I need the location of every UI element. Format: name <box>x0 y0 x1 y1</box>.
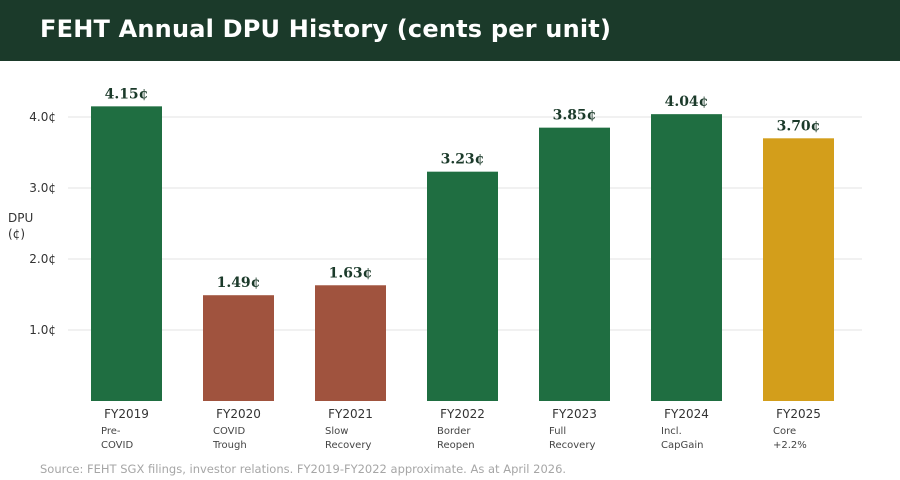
y-axis-label: DPU (¢) <box>8 210 33 242</box>
bar <box>539 127 610 402</box>
dpu-bar-chart: 1.0¢ 2.0¢ 3.0¢ 4.0¢ 4.15¢ FY2019 Pre- COVID 1.49… <box>29 86 862 451</box>
bar-value-label: 1.63¢ <box>329 265 373 281</box>
bar-value-label: 4.04¢ <box>665 94 709 110</box>
y-axis-label-line: DPU <box>8 211 34 225</box>
source-note: Source: FEHT SGX filings, investor relat… <box>40 462 567 476</box>
bar <box>315 285 386 401</box>
x-tick-label: FY2020 <box>216 407 261 421</box>
x-tick-label: FY2024 <box>664 407 709 421</box>
bar <box>427 171 498 401</box>
x-tick-sublabel: COVID <box>101 440 133 451</box>
page-title: FEHT Annual DPU History (cents per unit) <box>40 15 612 43</box>
y-tick-label: 4.0¢ <box>29 110 56 124</box>
y-tick-label: 1.0¢ <box>29 323 56 337</box>
x-tick-sublabel: Reopen <box>437 440 475 451</box>
x-tick-label: FY2022 <box>440 407 485 421</box>
x-tick-sublabel: COVID <box>213 426 245 437</box>
bar <box>203 295 274 401</box>
x-tick-label: FY2019 <box>104 407 149 421</box>
bar <box>651 114 722 401</box>
x-tick-sublabel: Incl. <box>661 426 682 437</box>
bar-value-label: 3.23¢ <box>441 152 485 168</box>
x-tick-label: FY2023 <box>552 407 597 421</box>
x-tick-sublabel: CapGain <box>661 440 703 451</box>
y-tick-label: 3.0¢ <box>29 181 56 195</box>
x-tick-sublabel: +2.2% <box>773 440 807 451</box>
x-tick-sublabel: Trough <box>212 440 247 451</box>
x-tick-sublabel: Pre- <box>101 426 121 437</box>
x-tick-sublabel: Core <box>773 426 796 437</box>
y-axis-label-line: (¢) <box>8 227 25 241</box>
bar-value-label: 3.85¢ <box>553 108 597 124</box>
x-tick-sublabel: Border <box>437 426 471 437</box>
x-tick-sublabel: Full <box>549 426 566 437</box>
bar <box>91 106 162 401</box>
bar-value-label: 3.70¢ <box>777 118 821 134</box>
x-tick-sublabel: Slow <box>325 426 348 437</box>
x-tick-sublabel: Recovery <box>325 440 371 451</box>
bar-value-label: 4.15¢ <box>105 86 149 102</box>
x-tick-label: FY2021 <box>328 407 373 421</box>
bar-value-label: 1.49¢ <box>217 275 261 291</box>
y-tick-label: 2.0¢ <box>29 252 56 266</box>
bar <box>763 138 834 402</box>
x-tick-sublabel: Recovery <box>549 440 595 451</box>
header-bar: FEHT Annual DPU History (cents per unit) <box>0 0 900 61</box>
x-tick-label: FY2025 <box>776 407 821 421</box>
